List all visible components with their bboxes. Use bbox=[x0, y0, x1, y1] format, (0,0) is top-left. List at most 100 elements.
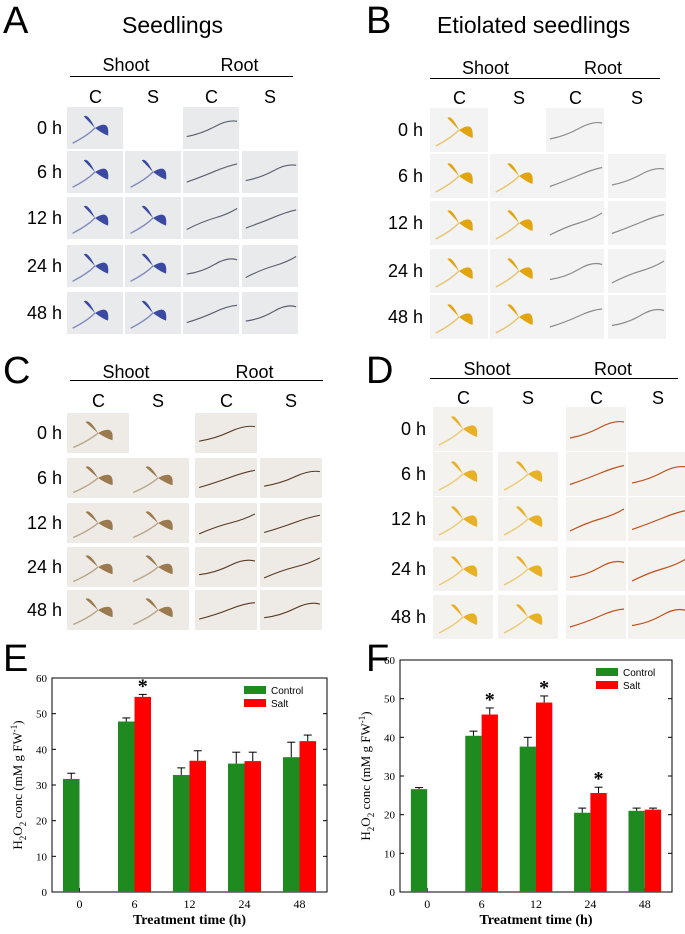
panel-a-root-control-image bbox=[183, 245, 239, 287]
panel-b-root-salt-image bbox=[608, 249, 666, 293]
significance-star: * bbox=[485, 689, 495, 711]
panel-b-root-control-image bbox=[546, 154, 604, 198]
y-axis-label: H2O2 conc (mM g FW-1) bbox=[9, 720, 28, 849]
panel-d-root-control-image bbox=[566, 595, 626, 639]
y-tick-label: 30 bbox=[384, 771, 396, 783]
panel-d-shoot-salt-image bbox=[498, 452, 558, 496]
panel-d-root-control-image bbox=[566, 407, 626, 451]
panel-b-root-salt-image bbox=[608, 295, 666, 339]
legend-swatch-control bbox=[596, 668, 618, 676]
panel-a-shoot-control-image bbox=[67, 197, 123, 239]
panel-c-root-control-image bbox=[195, 590, 257, 630]
panel-d-shoot-salt-image bbox=[498, 547, 558, 591]
panel-letter-c: C bbox=[3, 350, 31, 392]
panel-b-root-control-image bbox=[546, 108, 604, 152]
panel-d-root-control-image bbox=[566, 452, 626, 496]
panel-c-root-control-image bbox=[195, 458, 257, 498]
panel-c-shoot-control-image bbox=[67, 413, 129, 453]
bar-control bbox=[410, 789, 428, 892]
y-tick-label: 10 bbox=[36, 851, 48, 863]
panel-c-row-label: 48 h bbox=[26, 600, 62, 620]
significance-star: * bbox=[138, 675, 148, 697]
panel-b-root-salt-image bbox=[608, 201, 666, 245]
x-tick-label: 48 bbox=[639, 897, 651, 911]
y-tick-label: 0 bbox=[390, 887, 396, 899]
panel-a-shoot-control-image bbox=[67, 292, 123, 334]
legend-label-control: Control bbox=[271, 686, 303, 697]
panel-c-root-control-image bbox=[195, 413, 257, 453]
y-tick-label: 30 bbox=[36, 780, 48, 792]
bar-salt bbox=[536, 702, 553, 892]
panel-d-root-salt-image bbox=[628, 547, 685, 591]
panel-c-root-control-image bbox=[195, 503, 257, 543]
panel-b-title: Etiolated seedlings bbox=[437, 12, 631, 38]
panel-b-shoot-salt-image bbox=[490, 295, 548, 339]
panel-a-title: Seedlings bbox=[122, 12, 224, 38]
panel-a-row-label: 6 h bbox=[36, 162, 62, 182]
panel-d-shoot-salt-image bbox=[498, 497, 558, 541]
chart-f: 0 10 20 30 40 50 60 0 6 * 12 * 24 * 48 Control Salt Treat… bbox=[357, 655, 673, 928]
panel-c-row-label: 24 h bbox=[26, 557, 62, 577]
y-tick-label: 60 bbox=[36, 673, 48, 685]
panel-a-root-salt-image bbox=[242, 245, 298, 287]
panel-b-root-control-image bbox=[546, 201, 604, 245]
panel-a-shoot-salt-image bbox=[125, 245, 181, 287]
panel-b-shoot-salt-image bbox=[490, 201, 548, 245]
panel-d-root-salt-image bbox=[628, 452, 685, 496]
y-tick-label: 20 bbox=[36, 816, 48, 828]
y-axis-label: H2O2 conc (mM g FW-1) bbox=[357, 711, 376, 840]
panel-a-row-label: 12 h bbox=[26, 208, 62, 228]
panel-a-header-rule bbox=[70, 76, 293, 77]
panel-b-shoot-control-image bbox=[430, 249, 488, 293]
panel-b-shoot-control-image bbox=[430, 108, 488, 152]
panel-d-row-label: 24 h bbox=[390, 559, 426, 579]
bar-control bbox=[465, 735, 482, 892]
panel-a-shoot-salt-image bbox=[125, 292, 181, 334]
y-tick-label: 10 bbox=[384, 848, 396, 860]
panel-d-shoot-salt-label: S bbox=[522, 388, 535, 408]
panel-c-shoot-salt-label: S bbox=[152, 391, 165, 411]
panel-b-shoot-header: Shoot bbox=[462, 58, 510, 78]
y-tick-label: 20 bbox=[384, 810, 396, 822]
legend-swatch-salt bbox=[244, 699, 266, 707]
panel-b-row-label: 48 h bbox=[387, 307, 423, 327]
x-tick-label: 0 bbox=[424, 897, 430, 911]
x-tick-label: 48 bbox=[294, 897, 306, 911]
x-tick-label: 0 bbox=[77, 897, 83, 911]
panel-d-root-header: Root bbox=[594, 359, 633, 379]
legend-swatch-salt bbox=[596, 681, 618, 689]
panel-d-root-control-label: C bbox=[590, 388, 603, 408]
panel-b-shoot-salt-image bbox=[490, 249, 548, 293]
panel-c-shoot-control-image bbox=[67, 590, 129, 630]
bar-control bbox=[63, 778, 80, 892]
legend-label-salt: Salt bbox=[271, 699, 288, 710]
bar-salt bbox=[189, 760, 206, 892]
panel-c-root-salt-image bbox=[260, 547, 322, 587]
panel-c-shoot-control-image bbox=[67, 458, 129, 498]
panel-a-row-label: 24 h bbox=[26, 256, 62, 276]
panel-d-shoot-control-image bbox=[433, 595, 493, 639]
panel-d-row-label: 0 h bbox=[400, 419, 426, 439]
x-tick-label: 24 bbox=[239, 897, 251, 911]
panel-c-shoot-control-image bbox=[67, 547, 129, 587]
panel-b-root-salt-image bbox=[608, 154, 666, 198]
significance-star: * bbox=[539, 677, 549, 699]
x-tick-label: 12 bbox=[184, 897, 196, 911]
panel-b-row-label: 0 h bbox=[397, 120, 423, 140]
panel-d-row-label: 48 h bbox=[390, 607, 426, 627]
panel-b-shoot-salt-label: S bbox=[513, 88, 526, 108]
panel-c-root-salt-image bbox=[260, 590, 322, 630]
panel-a-shoot-control-image bbox=[67, 245, 123, 287]
panel-a-shoot-control-image bbox=[67, 151, 123, 193]
panel-c-shoot-header: Shoot bbox=[102, 362, 150, 382]
panel-b-root-control-image bbox=[546, 249, 604, 293]
panel-d-shoot-control-image bbox=[433, 452, 493, 496]
panel-c-root-control-image bbox=[195, 547, 257, 587]
panel-a-shoot-salt-image bbox=[125, 197, 181, 239]
y-tick-label: 50 bbox=[36, 709, 48, 721]
panel-a-shoot-control-image bbox=[67, 107, 123, 149]
bar-control bbox=[118, 721, 135, 892]
panel-c-shoot-salt-image bbox=[127, 547, 189, 587]
panel-c-row-label: 6 h bbox=[36, 468, 62, 488]
panel-d-row-label: 12 h bbox=[390, 509, 426, 529]
